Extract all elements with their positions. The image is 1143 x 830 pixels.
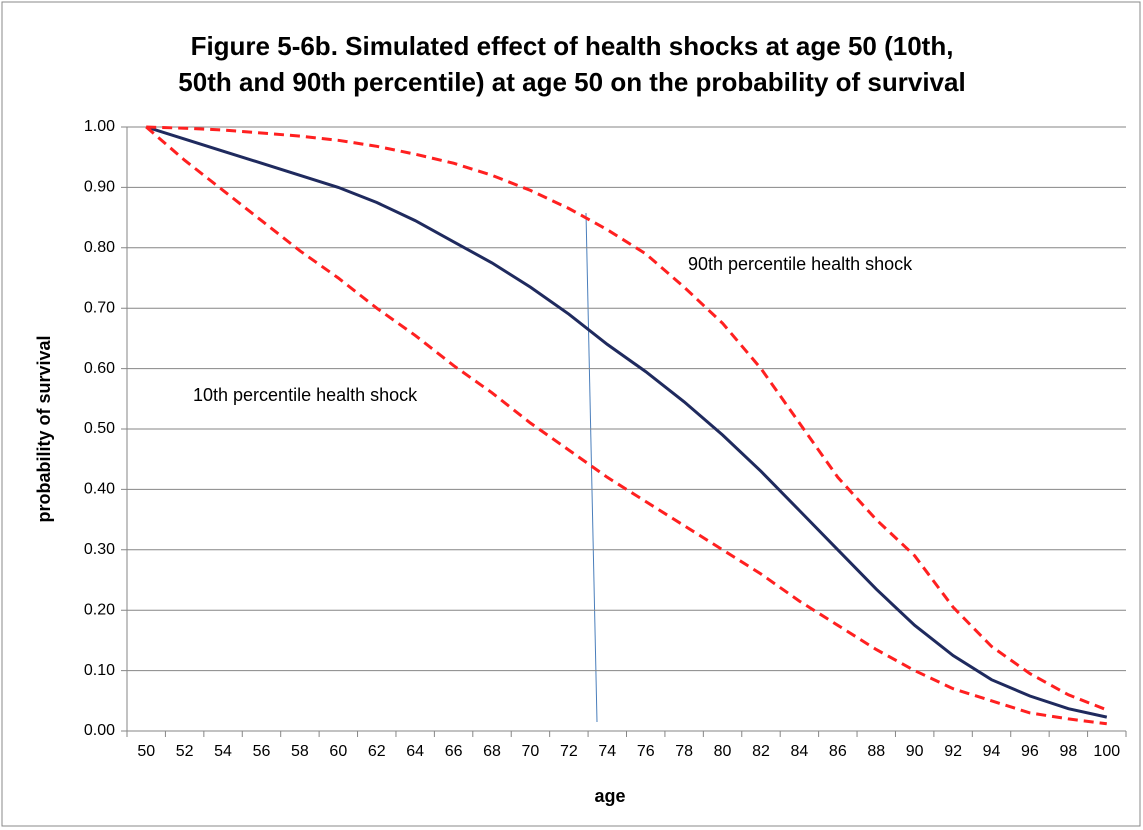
x-tick-label: 98 bbox=[1059, 743, 1077, 760]
x-tick-label: 50 bbox=[137, 743, 155, 760]
x-tick-label: 74 bbox=[598, 743, 616, 760]
series-line bbox=[146, 125, 1108, 712]
x-tick-label: 88 bbox=[867, 743, 885, 760]
x-tick-label: 78 bbox=[675, 743, 693, 760]
y-tick-label: 0.10 bbox=[84, 662, 115, 679]
series-line bbox=[145, 125, 1107, 726]
x-tick-label: 68 bbox=[483, 743, 501, 760]
x-tick-label: 66 bbox=[445, 743, 463, 760]
x-tick-label: 100 bbox=[1093, 743, 1120, 760]
y-tick-label: 0.90 bbox=[84, 179, 115, 196]
x-tick-label: 94 bbox=[983, 743, 1001, 760]
y-tick-label: 0.20 bbox=[84, 601, 115, 618]
y-tick-label: 1.00 bbox=[84, 118, 115, 135]
y-tick-label: 0.80 bbox=[84, 239, 115, 256]
x-tick-label: 60 bbox=[329, 743, 347, 760]
x-tick-label: 82 bbox=[752, 743, 770, 760]
x-tick-label: 84 bbox=[791, 743, 809, 760]
y-tick-label: 0.00 bbox=[84, 722, 115, 739]
x-tick-label: 80 bbox=[714, 743, 732, 760]
y-tick-label: 0.70 bbox=[84, 299, 115, 316]
x-tick-label: 96 bbox=[1021, 743, 1039, 760]
x-tick-label: 72 bbox=[560, 743, 578, 760]
annotation: 10th percentile health shock bbox=[193, 385, 418, 405]
y-tick-label: 0.30 bbox=[84, 541, 115, 558]
y-tick-label: 0.40 bbox=[84, 481, 115, 498]
x-tick-label: 54 bbox=[214, 743, 232, 760]
annotation: 90th percentile health shock bbox=[688, 254, 913, 274]
x-tick-label: 58 bbox=[291, 743, 309, 760]
x-tick-label: 70 bbox=[522, 743, 540, 760]
x-tick-label: 62 bbox=[368, 743, 386, 760]
series-line bbox=[145, 125, 1108, 719]
y-axis-title: probability of survival bbox=[34, 335, 54, 522]
x-tick-label: 90 bbox=[906, 743, 924, 760]
x-axis-title: age bbox=[594, 786, 625, 806]
x-tick-label: 56 bbox=[253, 743, 271, 760]
x-tick-label: 86 bbox=[829, 743, 847, 760]
chart-title: Figure 5-6b. Simulated effect of health … bbox=[191, 31, 954, 61]
y-tick-label: 0.60 bbox=[84, 360, 115, 377]
x-tick-label: 52 bbox=[176, 743, 194, 760]
x-tick-label: 64 bbox=[406, 743, 424, 760]
chart-title: 50th and 90th percentile) at age 50 on t… bbox=[178, 67, 965, 97]
x-tick-label: 76 bbox=[637, 743, 655, 760]
y-tick-label: 0.50 bbox=[84, 420, 115, 437]
x-tick-label: 92 bbox=[944, 743, 962, 760]
